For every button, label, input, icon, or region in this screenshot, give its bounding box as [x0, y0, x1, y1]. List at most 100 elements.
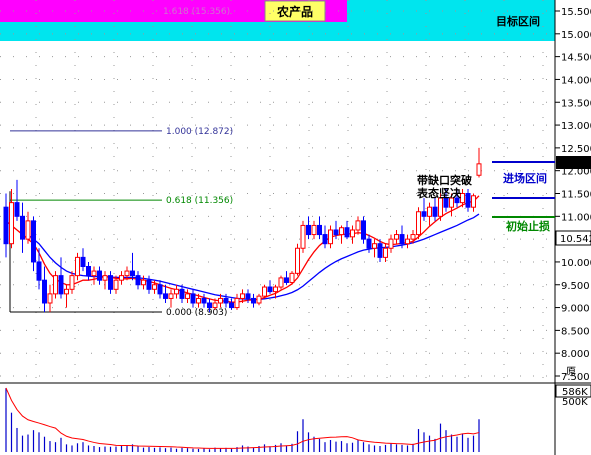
- price-tick-label: 8.000: [561, 349, 590, 360]
- price-tick-label: 13.500: [561, 98, 591, 109]
- candle-body: [179, 288, 185, 299]
- price-tick-label: 14.500: [561, 53, 591, 64]
- candle-body: [256, 295, 262, 304]
- price-tick-label: 8.500: [561, 326, 590, 337]
- candle-body: [394, 234, 399, 240]
- candle-body: [234, 297, 240, 309]
- price-tick-label: 9.000: [561, 304, 590, 315]
- fibonacci-lines: 0.000 (8.903) 0.618 (11.356) 1.000 (12.872…: [9, 127, 233, 318]
- price-tick-label: 15.500: [561, 7, 591, 18]
- price-tick-label: 15.000: [561, 30, 591, 41]
- price-tick-label: 12.500: [561, 144, 591, 155]
- candle-body: [36, 261, 42, 281]
- candle-body: [465, 193, 471, 208]
- price-tick-label: 10.000: [561, 258, 591, 269]
- candle-body: [91, 270, 97, 277]
- candle-body: [97, 270, 102, 281]
- candle-body: [295, 247, 300, 274]
- candle-body: [328, 229, 333, 245]
- candle-body: [80, 256, 86, 267]
- volume-max-label: 586K: [562, 387, 588, 398]
- candle-body: [339, 227, 344, 236]
- candle-body: [306, 224, 311, 236]
- price-tick-label: 12.000: [561, 167, 591, 178]
- candle-body: [119, 275, 124, 281]
- candle-body: [223, 297, 229, 304]
- candle-body: [289, 272, 295, 283]
- candle-body: [443, 197, 449, 208]
- candle-body: [366, 238, 372, 249]
- target-zone-label: 目标区间: [496, 14, 540, 28]
- candle-body: [174, 288, 179, 295]
- candle-body: [416, 211, 421, 236]
- candle-body: [476, 163, 482, 176]
- candle-body: [64, 288, 69, 295]
- candle-body: [135, 275, 141, 286]
- candle-body: [399, 234, 405, 245]
- price-tick-label: 13.000: [561, 121, 591, 132]
- candle-body: [9, 202, 14, 245]
- candle-body: [372, 243, 377, 249]
- candle-body: [438, 197, 443, 217]
- candle-body: [454, 197, 460, 204]
- fib-label: 0.618 (11.356): [166, 196, 233, 206]
- candle-body: [157, 284, 163, 295]
- candle-body: [108, 275, 113, 290]
- candle-body: [168, 293, 174, 299]
- price-tick-label: 11.000: [561, 212, 591, 223]
- gap-breakout-note-1: 带缺口突破: [417, 173, 472, 187]
- candle-body: [322, 234, 328, 245]
- candle-body: [251, 297, 256, 304]
- volume-bars: [5, 387, 480, 452]
- candle-body: [14, 202, 20, 217]
- candle-body: [102, 275, 108, 281]
- candle-body: [377, 243, 383, 258]
- candle-body: [284, 277, 289, 283]
- candle-body: [31, 220, 36, 263]
- candle-body: [146, 279, 152, 290]
- candle-body: [53, 275, 58, 295]
- price-tick-label: 11.500: [561, 190, 591, 201]
- candle-body: [273, 286, 278, 293]
- candle-body: [113, 279, 119, 290]
- candle-body: [300, 224, 306, 249]
- candle-body: [190, 293, 196, 304]
- candlesticks: [3, 147, 482, 313]
- candle-body: [410, 234, 416, 240]
- candle-body: [229, 302, 234, 309]
- candle-body: [317, 224, 322, 236]
- grid-dots: [0, 0, 553, 383]
- candle-body: [388, 238, 394, 249]
- candle-body: [42, 279, 47, 304]
- target-zone-magenta: [0, 0, 347, 22]
- fib-1618-label: 1.618 (15.356): [163, 7, 230, 17]
- candle-body: [427, 206, 432, 217]
- candle-body: [245, 293, 251, 299]
- candle-body: [58, 275, 64, 295]
- fib-label: 0.000 (8.903): [166, 308, 227, 318]
- candle-body: [311, 224, 317, 236]
- candle-body: [212, 302, 218, 309]
- candle-body: [278, 277, 284, 288]
- gap-breakout-note-2: 表态坚决: [416, 186, 462, 200]
- candle-body: [218, 297, 223, 304]
- candle-body: [449, 197, 454, 208]
- last-value-box: [555, 230, 591, 246]
- moving-averages: [5, 195, 480, 303]
- price-tick-label: 7.500: [561, 372, 590, 383]
- candle-body: [124, 270, 130, 277]
- candle-body: [130, 270, 135, 277]
- candle-body: [69, 275, 75, 290]
- candle-body: [20, 215, 25, 240]
- current-price-label: 12.150: [560, 158, 591, 169]
- candle-body: [432, 206, 438, 217]
- candle-body: [152, 284, 157, 290]
- candle-body: [333, 229, 339, 236]
- candle-body: [75, 256, 80, 277]
- candle-body: [344, 227, 350, 238]
- scale-glyph: 原: [566, 366, 576, 378]
- volume-max-box: [555, 384, 591, 398]
- ma-long-line: [27, 213, 480, 301]
